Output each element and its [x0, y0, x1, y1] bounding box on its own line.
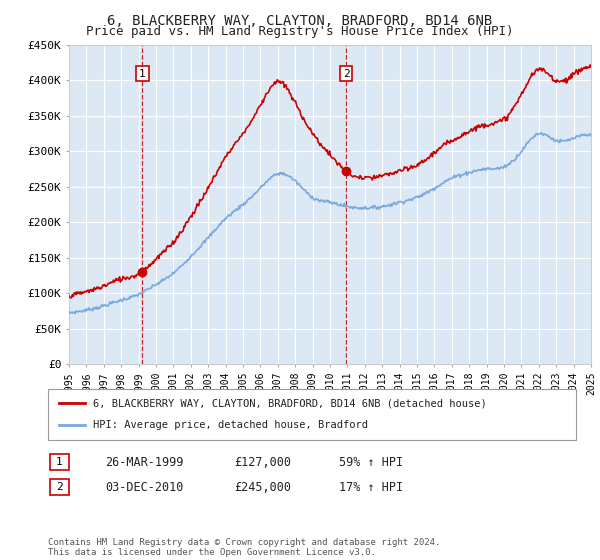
Text: Contains HM Land Registry data © Crown copyright and database right 2024.
This d: Contains HM Land Registry data © Crown c…: [48, 538, 440, 557]
Text: HPI: Average price, detached house, Bradford: HPI: Average price, detached house, Brad…: [93, 421, 368, 431]
FancyBboxPatch shape: [50, 479, 68, 495]
Text: 2: 2: [56, 482, 63, 492]
Text: 2: 2: [343, 68, 349, 78]
FancyBboxPatch shape: [48, 389, 576, 440]
Text: 6, BLACKBERRY WAY, CLAYTON, BRADFORD, BD14 6NB: 6, BLACKBERRY WAY, CLAYTON, BRADFORD, BD…: [107, 14, 493, 28]
Text: Price paid vs. HM Land Registry's House Price Index (HPI): Price paid vs. HM Land Registry's House …: [86, 25, 514, 38]
Text: £127,000: £127,000: [234, 455, 291, 469]
FancyBboxPatch shape: [50, 454, 68, 470]
Text: 26-MAR-1999: 26-MAR-1999: [105, 455, 184, 469]
Text: 17% ↑ HPI: 17% ↑ HPI: [339, 480, 403, 494]
Text: 1: 1: [139, 68, 146, 78]
Text: £245,000: £245,000: [234, 480, 291, 494]
Text: 1: 1: [56, 457, 63, 467]
Text: 6, BLACKBERRY WAY, CLAYTON, BRADFORD, BD14 6NB (detached house): 6, BLACKBERRY WAY, CLAYTON, BRADFORD, BD…: [93, 398, 487, 408]
Text: 59% ↑ HPI: 59% ↑ HPI: [339, 455, 403, 469]
Text: 03-DEC-2010: 03-DEC-2010: [105, 480, 184, 494]
